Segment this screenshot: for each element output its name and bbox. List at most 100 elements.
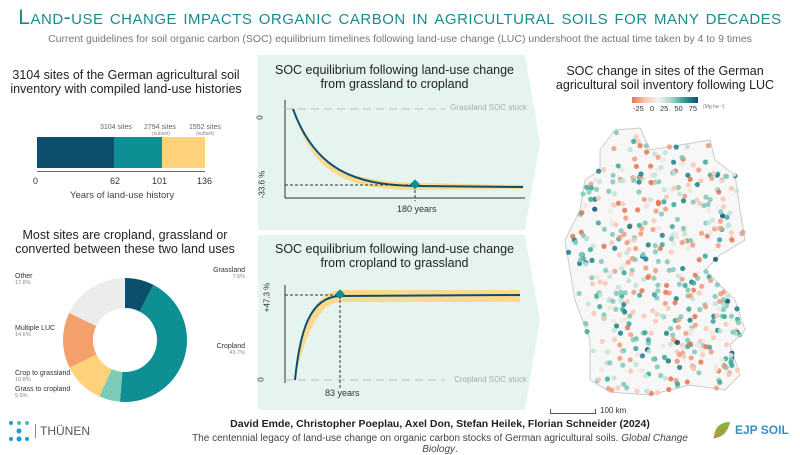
site-dot [624,385,630,391]
history-segment [113,137,162,168]
site-dot [698,359,704,365]
site-dot [655,199,661,205]
site-dot [661,186,667,193]
site-dot [655,258,661,264]
site-dot [671,185,677,191]
site-dot [623,215,629,221]
site-dot [653,208,659,214]
donut-slice [69,354,112,397]
site-dot [645,242,651,248]
site-dot [722,173,729,179]
site-dot [589,275,595,281]
donut-slice [69,278,125,327]
site-dot [646,348,652,355]
site-dot [641,313,647,319]
site-dot [640,251,646,258]
site-dot [716,298,723,305]
site-dot [630,337,636,343]
site-dot [687,331,693,337]
site-dot [596,168,602,174]
site-dot [727,210,733,216]
site-dot [611,191,618,197]
tick-label: 62 [110,176,121,186]
site-dot [666,267,672,273]
site-dot [613,323,620,329]
site-dot [662,375,668,381]
site-dot [635,351,641,358]
site-dot [626,321,632,327]
site-dot [674,381,681,387]
site-dot [708,349,714,355]
site-dot [685,287,691,293]
site-dot [717,218,724,224]
site-dot [694,181,700,188]
site-dot [644,203,650,210]
site-dot [697,306,703,313]
site-dot [609,231,616,238]
site-dot [703,304,709,310]
site-dot [636,292,643,298]
chart1-time: 180 years [397,204,437,214]
site-dot [681,353,687,360]
site-dot [694,197,700,203]
site-dot [679,276,685,282]
site-dot [638,171,644,177]
site-dot [609,240,615,246]
site-dot [701,202,707,209]
site-dot [661,354,668,360]
site-dot [679,154,685,161]
site-dot [655,154,661,160]
site-dot [624,299,630,305]
site-dot [584,184,590,190]
chart2-zero: 0 [256,377,266,382]
site-dot [697,338,704,344]
site-dot [660,157,666,163]
footer-reference: The centennial legacy of land-use change… [192,433,688,455]
site-dot [642,373,649,379]
chart2 [284,285,521,390]
site-dot [705,143,711,149]
site-dot [655,282,661,288]
site-dot [592,206,598,212]
site-dot [668,236,675,242]
site-dot [631,237,637,243]
site-dot [611,318,617,324]
site-dot [595,220,601,226]
site-dot [642,220,648,226]
site-dot [624,240,630,246]
site-dot [703,344,709,350]
site-dot [611,336,618,343]
site-dot [726,371,732,378]
site-dot [622,290,628,296]
site-dot [652,151,658,157]
site-dot [650,226,656,233]
thuenen-dots-icon [9,421,29,442]
site-dot [613,306,619,312]
site-dot [724,214,730,220]
site-dot [618,265,625,272]
history-segment [161,137,205,168]
site-dot [599,367,605,373]
site-dot [719,357,725,363]
site-dot [622,309,628,315]
site-dot [685,245,691,251]
site-dot [619,293,625,299]
chart2-heading: SOC equilibrium following land-use chang… [274,242,515,270]
site-dot [650,308,656,314]
site-dot [587,246,593,253]
site-dot [597,304,603,310]
map-legend-ticks: -25 0 25 50 75 (Mg ha⁻¹) [633,104,725,113]
site-dot [647,197,653,203]
site-dot [589,281,596,287]
chart1-zero: 0 [255,115,265,120]
site-dot [615,385,621,391]
soc-curve [294,294,521,381]
site-dot [670,266,676,273]
site-dot [713,385,720,391]
site-dot [578,257,584,263]
site-dot [627,357,633,363]
scale-label: 100 km [600,406,627,415]
site-dot [595,195,601,201]
site-dot [707,230,713,236]
site-dot [721,313,728,320]
